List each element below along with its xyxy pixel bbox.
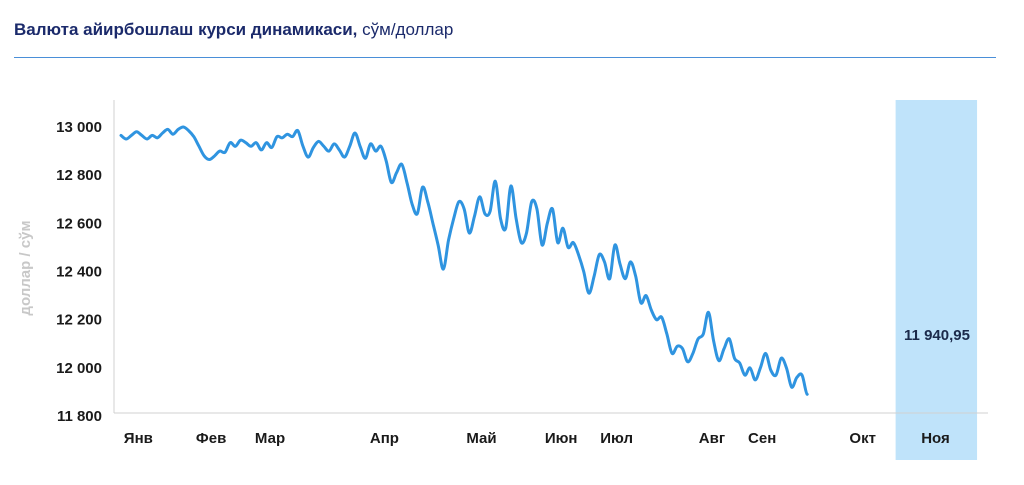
x-tick-label: Янв (124, 430, 153, 447)
chart-title-unit: сўм/доллар (362, 20, 454, 39)
y-tick-label: 12 200 (56, 312, 102, 329)
y-tick-label: 12 400 (56, 264, 102, 281)
title-divider (14, 57, 996, 58)
x-tick-label: Окт (849, 430, 876, 447)
chart-title: Валюта айирбошлаш курси динамикаси, сўм/… (14, 20, 453, 40)
y-tick-label: 12 000 (56, 360, 102, 377)
x-tick-label: Фев (196, 430, 226, 447)
november-highlight-band (895, 100, 978, 460)
y-tick-label: 12 800 (56, 167, 102, 184)
chart-title-main: Валюта айирбошлаш курси динамикаси, (14, 20, 358, 39)
y-tick-label: 12 600 (56, 215, 102, 232)
y-axis-label: доллар / сўм (17, 220, 34, 315)
x-tick-label: Июл (600, 430, 633, 447)
x-tick-label: Сен (748, 430, 776, 447)
y-tick-label: 13 000 (56, 119, 102, 136)
y-tick-label: 11 800 (57, 408, 102, 425)
x-tick-label: Ноя (921, 430, 950, 447)
x-tick-label: Авг (699, 430, 725, 447)
x-tick-label: Май (466, 430, 496, 447)
last-value-label: 11 940,95 (904, 327, 970, 344)
x-tick-label: Мар (255, 430, 285, 447)
x-tick-label: Июн (545, 430, 578, 447)
x-tick-label: Апр (370, 430, 399, 447)
exchange-rate-series-line (119, 125, 809, 396)
